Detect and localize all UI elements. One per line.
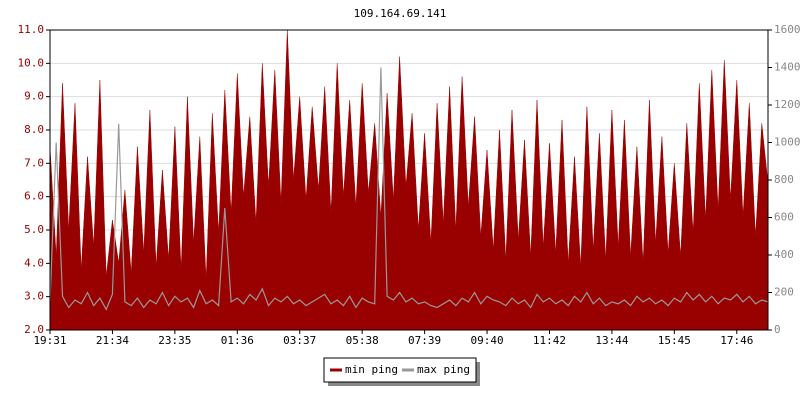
- y2-tick-label: 1600: [774, 23, 800, 36]
- x-tick-label: 17:46: [720, 334, 753, 347]
- x-tick-label: 19:31: [33, 334, 66, 347]
- x-tick-label: 01:36: [221, 334, 254, 347]
- y2-tick-label: 800: [774, 173, 794, 186]
- x-tick-label: 05:38: [346, 334, 379, 347]
- y-tick-label: 7.0: [24, 156, 44, 169]
- x-tick-label: 13:44: [595, 334, 628, 347]
- y-tick-label: 3.0: [24, 290, 44, 303]
- y-tick-label: 6.0: [24, 190, 44, 203]
- line: [49, 67, 769, 311]
- y-tick-label: 5.0: [24, 223, 44, 236]
- y-tick-label: 9.0: [24, 90, 44, 103]
- legend-box: [323, 357, 477, 383]
- y2-tick-label: 0: [774, 323, 781, 336]
- legend-label: min ping: [345, 363, 398, 376]
- y2-tick-label: 1200: [774, 98, 800, 111]
- y-tick-label: 10.0: [18, 56, 45, 69]
- y2-tick-label: 400: [774, 248, 794, 261]
- y2-tick-label: 600: [774, 211, 794, 224]
- x-tick-label: 07:39: [408, 334, 441, 347]
- x-tick-label: 23:35: [158, 334, 191, 347]
- x-tick-label: 11:42: [533, 334, 566, 347]
- y-tick-label: 11.0: [18, 23, 45, 36]
- y-tick-label: 2.0: [24, 323, 44, 336]
- area: [49, 29, 769, 331]
- y2-tick-label: 1000: [774, 136, 800, 149]
- x-tick-label: 03:37: [283, 334, 316, 347]
- x-tick-label: 15:45: [658, 334, 691, 347]
- chart-title: 109.164.69.141: [354, 7, 447, 20]
- y-tick-label: 4.0: [24, 256, 44, 269]
- y2-tick-label: 1400: [774, 61, 800, 74]
- y2-tick-label: 200: [774, 286, 794, 299]
- plot-frame: [49, 29, 769, 331]
- legend-label: max ping: [417, 363, 470, 376]
- y-tick-label: 8.0: [24, 123, 44, 136]
- x-tick-label: 09:40: [470, 334, 503, 347]
- x-tick-label: 21:34: [96, 334, 129, 347]
